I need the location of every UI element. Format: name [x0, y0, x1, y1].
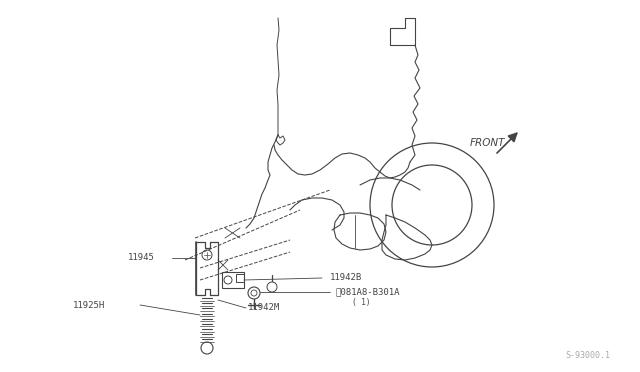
- Text: FRONT: FRONT: [470, 138, 506, 148]
- Text: 11942B: 11942B: [330, 273, 362, 282]
- Text: ( 1): ( 1): [352, 298, 371, 307]
- Text: 11942M: 11942M: [248, 304, 280, 312]
- Text: 11945: 11945: [128, 253, 155, 263]
- Text: S-93000.1: S-93000.1: [565, 350, 610, 359]
- Bar: [236, 274, 244, 282]
- Bar: [222, 272, 244, 288]
- Text: Ⓑ081A8-B301A: Ⓑ081A8-B301A: [336, 288, 401, 296]
- Text: 11925H: 11925H: [73, 301, 105, 310]
